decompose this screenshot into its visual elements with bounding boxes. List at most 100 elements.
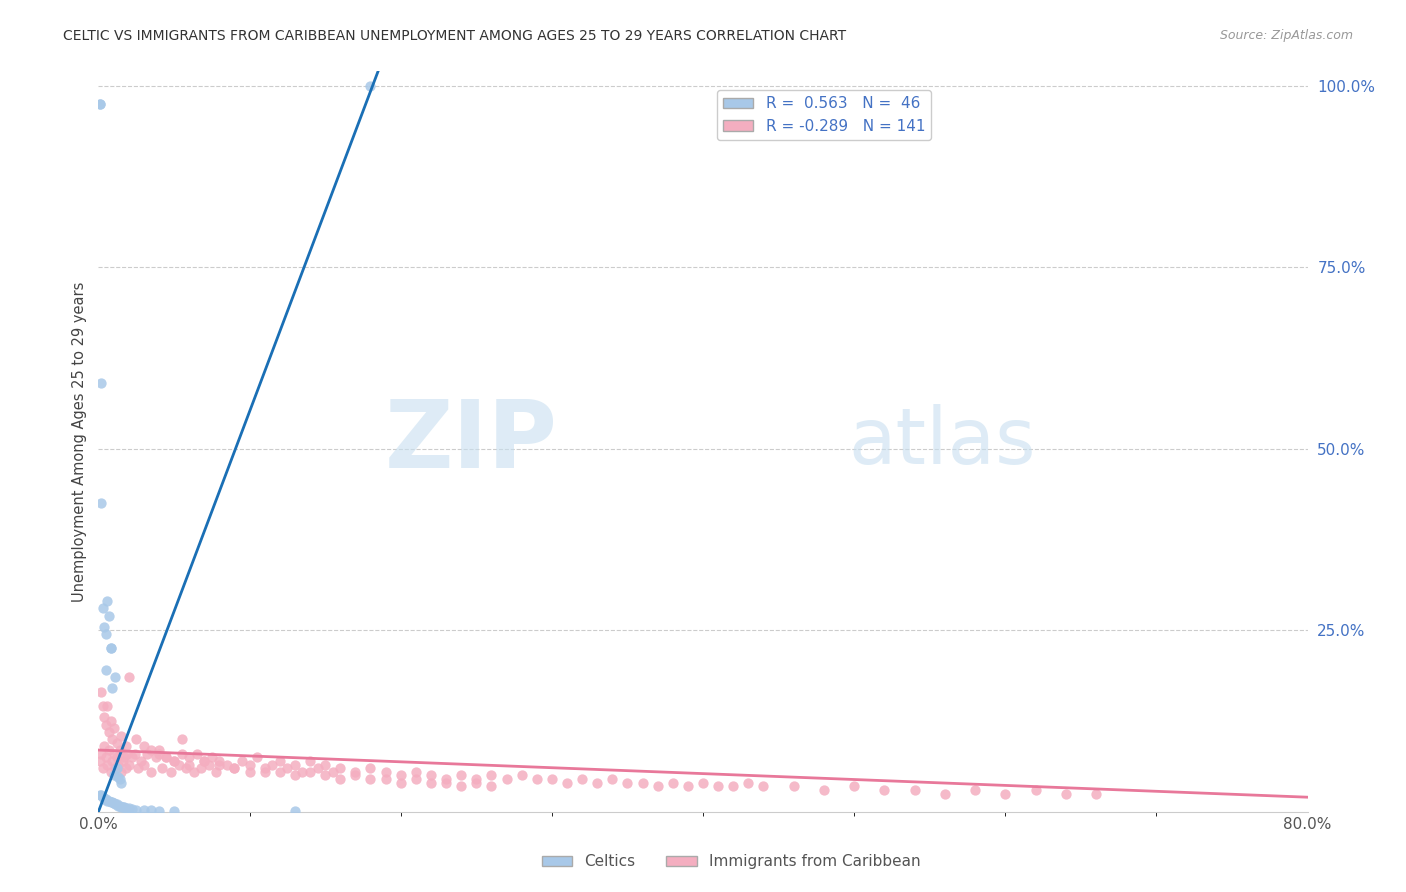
Point (114, 801, 136, 815)
Point (148, 804, 170, 818)
Point (314, 768, 336, 782)
Point (98, 608, 121, 623)
Point (420, 768, 443, 782)
Point (112, 800, 135, 814)
Point (284, 757, 307, 772)
Point (100, 714, 122, 728)
Point (291, 764, 314, 779)
Point (344, 764, 367, 779)
Point (276, 761, 298, 775)
Point (108, 798, 131, 813)
Point (96, 699, 118, 714)
Point (163, 754, 186, 768)
Point (190, 761, 212, 775)
Point (873, 783, 896, 797)
Point (239, 757, 262, 772)
Point (163, 754, 186, 768)
Point (231, 754, 253, 768)
Point (284, 804, 307, 818)
Point (93, 619, 115, 633)
Point (112, 750, 135, 764)
Point (299, 754, 322, 768)
Point (105, 736, 128, 750)
Point (783, 780, 806, 794)
Point (586, 775, 609, 789)
Point (434, 772, 457, 786)
Point (155, 750, 177, 764)
Point (96, 757, 118, 772)
Point (269, 764, 291, 779)
Point (114, 739, 136, 754)
Point (90, 788, 112, 802)
Point (118, 757, 141, 772)
Point (125, 732, 148, 747)
Point (111, 799, 134, 814)
Point (127, 761, 149, 775)
Point (103, 747, 125, 761)
Point (934, 787, 956, 801)
Text: ZIP: ZIP (385, 395, 558, 488)
Point (246, 750, 269, 764)
Point (115, 747, 138, 761)
Point (98, 743, 121, 757)
Point (481, 780, 503, 794)
Point (723, 780, 745, 794)
Point (145, 750, 167, 764)
Point (150, 761, 173, 775)
Point (495, 772, 517, 786)
Point (93, 739, 115, 754)
Point (90, 747, 112, 761)
Point (389, 775, 412, 789)
Point (813, 783, 835, 797)
Point (965, 783, 987, 797)
Point (737, 775, 759, 789)
Point (100, 764, 122, 779)
Point (163, 804, 186, 818)
Point (329, 772, 352, 786)
Point (208, 757, 231, 772)
Point (108, 743, 131, 757)
Point (105, 761, 128, 775)
Point (434, 775, 457, 789)
Point (132, 803, 155, 817)
Point (101, 754, 124, 768)
Point (179, 750, 201, 764)
Point (167, 757, 190, 772)
Point (96, 794, 118, 808)
Point (904, 783, 927, 797)
Point (197, 757, 219, 772)
Point (101, 681, 124, 696)
Point (481, 768, 503, 782)
Point (103, 796, 125, 810)
Point (125, 803, 148, 817)
Point (104, 761, 127, 775)
Point (262, 757, 284, 772)
Legend: Celtics, Immigrants from Caribbean: Celtics, Immigrants from Caribbean (536, 848, 927, 875)
Point (90, 685, 112, 699)
Text: Source: ZipAtlas.com: Source: ZipAtlas.com (1219, 29, 1353, 42)
Point (1024, 783, 1046, 797)
Point (752, 780, 775, 794)
Point (91, 699, 114, 714)
Point (107, 757, 129, 772)
Point (208, 754, 231, 768)
Point (94, 663, 117, 677)
Point (994, 787, 1017, 801)
Point (602, 772, 624, 786)
Point (141, 764, 163, 779)
Point (510, 768, 533, 782)
Point (299, 764, 322, 779)
Point (124, 747, 146, 761)
Y-axis label: Unemployment Among Ages 25 to 29 years: Unemployment Among Ages 25 to 29 years (72, 281, 87, 602)
Point (707, 780, 730, 794)
Point (101, 795, 124, 809)
Point (329, 761, 352, 775)
Point (215, 757, 238, 772)
Point (90, 496, 112, 510)
Point (141, 803, 163, 817)
Point (105, 797, 128, 812)
Point (360, 772, 382, 786)
Point (155, 750, 177, 764)
Point (100, 641, 122, 656)
Point (132, 739, 155, 754)
